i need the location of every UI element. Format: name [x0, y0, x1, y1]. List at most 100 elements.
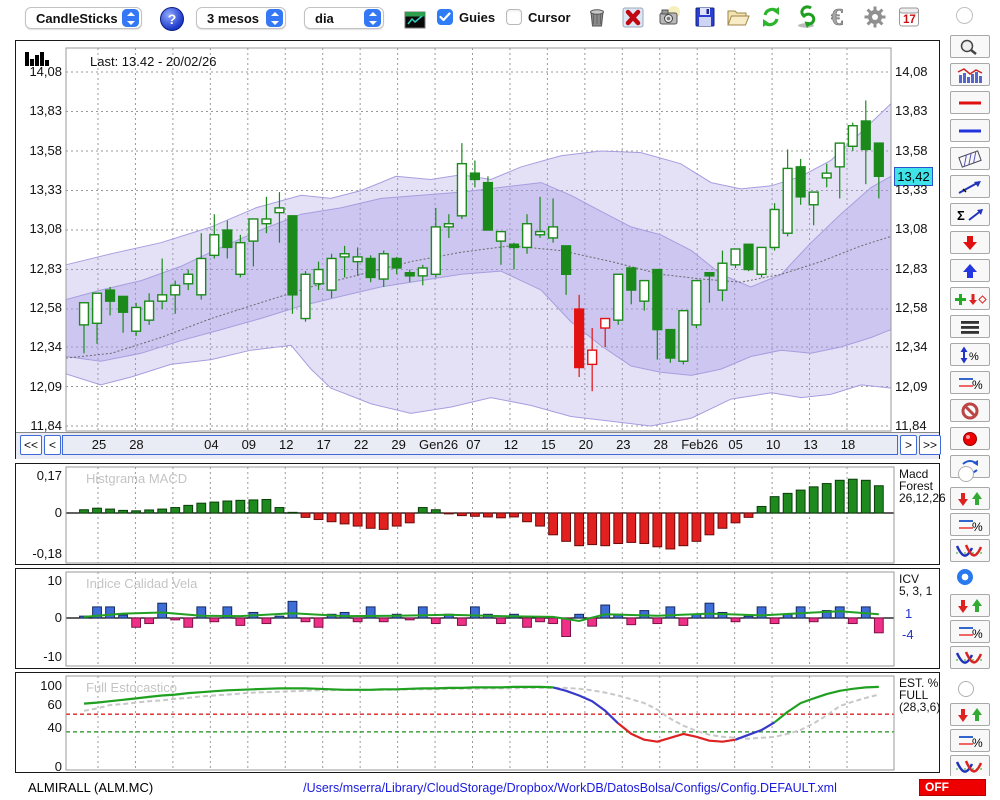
icv-panel-radio[interactable]	[957, 569, 973, 585]
record-dot-icon	[963, 431, 977, 446]
stoch-tick: 60	[47, 697, 62, 712]
help-button[interactable]: ?	[160, 7, 184, 31]
vertical-percent-tool-button[interactable]: %	[950, 343, 990, 366]
icv-curve-button[interactable]	[950, 646, 990, 669]
refresh-button[interactable]	[758, 4, 786, 32]
stochastic-chart-canvas[interactable]	[16, 673, 939, 772]
stoch-percent-button[interactable]: %	[950, 729, 990, 752]
settings-button[interactable]	[862, 4, 890, 32]
status-bar: ALMIRALL (ALM.MC) /Users/mserra/Library/…	[0, 776, 1000, 800]
date-label: 20	[578, 437, 594, 452]
date-label: 12	[279, 437, 294, 452]
macd-panel-radio[interactable]	[958, 466, 974, 482]
stochastic-panel: Full Estocastico EST. % FULL (28,3,6) 10…	[15, 672, 941, 774]
macd-right-label: Macd	[899, 467, 929, 481]
stoch-right-label: EST. %	[899, 676, 939, 690]
levels-tool-button[interactable]	[950, 315, 990, 338]
date-label: 22	[353, 437, 369, 452]
scroll-prev-button[interactable]: <	[44, 435, 61, 455]
stoch-panel-radio[interactable]	[958, 681, 974, 697]
down-up-arrows-icon	[958, 491, 982, 506]
save-button[interactable]	[692, 4, 720, 32]
period-select[interactable]: 3 mesos	[196, 7, 286, 29]
indicator-chart-button[interactable]	[950, 63, 990, 86]
macd-signals-button[interactable]	[950, 487, 990, 510]
red-line-icon	[959, 101, 981, 104]
sync-icon	[798, 5, 816, 28]
symbol-label: ALMIRALL (ALM.MC)	[28, 780, 154, 795]
chart-window-button[interactable]	[402, 7, 430, 35]
price-tick-left: 13,83	[29, 103, 62, 119]
open-button[interactable]	[725, 4, 753, 32]
date-label: 15	[541, 437, 556, 452]
off-toggle[interactable]: OFF	[919, 779, 986, 796]
price-tick-left: 13,58	[29, 142, 62, 158]
macd-percent-button[interactable]: %	[950, 513, 990, 536]
icv-right-label: ICV	[899, 572, 920, 586]
macd-chart-canvas[interactable]	[16, 464, 939, 564]
plus-arrow-diamond-icon	[955, 293, 987, 305]
delete-button[interactable]	[584, 4, 612, 32]
interval-select[interactable]: dia	[304, 7, 384, 29]
scroll-first-button[interactable]: <<	[20, 435, 42, 455]
icv-line-value: 1	[905, 606, 913, 621]
date-label: 18	[840, 437, 856, 452]
icv-right-label: 5, 3, 1	[899, 584, 933, 598]
channel-tool-button[interactable]	[950, 147, 990, 170]
period-value: 3 mesos	[207, 10, 260, 26]
chart-type-select[interactable]: CandleSticks	[25, 7, 142, 29]
cursor-checkbox[interactable]: Cursor	[506, 9, 571, 25]
macd-tick: -0,18	[32, 546, 62, 561]
sigma-trend-icon: Σ	[957, 208, 983, 223]
svg-text:%: %	[972, 520, 983, 534]
price-tick-right: 12,09	[895, 378, 928, 394]
top-right-radio[interactable]	[956, 7, 973, 24]
icv-chart-canvas[interactable]	[16, 569, 939, 668]
down-up-arrows-icon	[958, 598, 982, 613]
scroll-last-button[interactable]: >>	[919, 435, 941, 455]
sigma-trendline-tool-button[interactable]: Σ	[950, 203, 990, 226]
currency-button[interactable]: €	[828, 4, 856, 32]
trendline-tool-button[interactable]	[950, 175, 990, 198]
magnifier-icon	[960, 39, 977, 55]
buy-arrow-tool-button[interactable]	[950, 259, 990, 282]
disable-tool-button[interactable]	[950, 399, 990, 422]
calendar-icon: 17	[899, 7, 919, 27]
stoch-tick: 100	[40, 678, 62, 693]
price-tick-left: 12,34	[29, 339, 62, 355]
stoch-tick: 40	[47, 720, 62, 735]
guies-checkbox[interactable]: Guies	[437, 9, 495, 25]
calendar-button[interactable]: 17	[896, 4, 924, 32]
vertical-measure-icon: %	[960, 346, 979, 363]
scroll-next-button[interactable]: >	[900, 435, 917, 455]
date-label: 29	[391, 437, 406, 452]
checkbox-unchecked-icon	[506, 9, 522, 25]
macd-tick: 0	[54, 505, 62, 520]
channel-icon	[958, 149, 982, 168]
sync-button[interactable]	[793, 4, 821, 32]
save-floppy-icon	[695, 7, 715, 27]
close-button[interactable]	[620, 4, 648, 32]
svg-text:%: %	[972, 378, 983, 392]
signals-tool-button[interactable]	[950, 287, 990, 310]
macd-curve-button[interactable]	[950, 539, 990, 562]
blue-up-arrow-icon	[963, 263, 977, 278]
icv-signals-button[interactable]	[950, 594, 990, 617]
sell-arrow-tool-button[interactable]	[950, 231, 990, 254]
record-button[interactable]	[950, 427, 990, 450]
stoch-right-label: (28,3,6)	[899, 700, 941, 714]
zoom-tool-button[interactable]	[950, 35, 990, 58]
blue-hline-tool-button[interactable]	[950, 119, 990, 142]
stoch-signals-button[interactable]	[950, 703, 990, 726]
price-tick-right: 12,83	[895, 260, 928, 276]
icv-percent-button[interactable]: %	[950, 620, 990, 643]
snapshot-button[interactable]	[656, 4, 684, 32]
snapshot-icon	[659, 6, 680, 25]
close-x-icon	[622, 7, 644, 28]
price-chart-canvas[interactable]	[16, 41, 939, 432]
red-hline-tool-button[interactable]	[950, 91, 990, 114]
gear-icon	[864, 6, 886, 28]
percent-lines-tool-button[interactable]: %	[950, 371, 990, 394]
stoch-curve-button[interactable]	[950, 755, 990, 778]
refresh-icon	[762, 7, 780, 27]
